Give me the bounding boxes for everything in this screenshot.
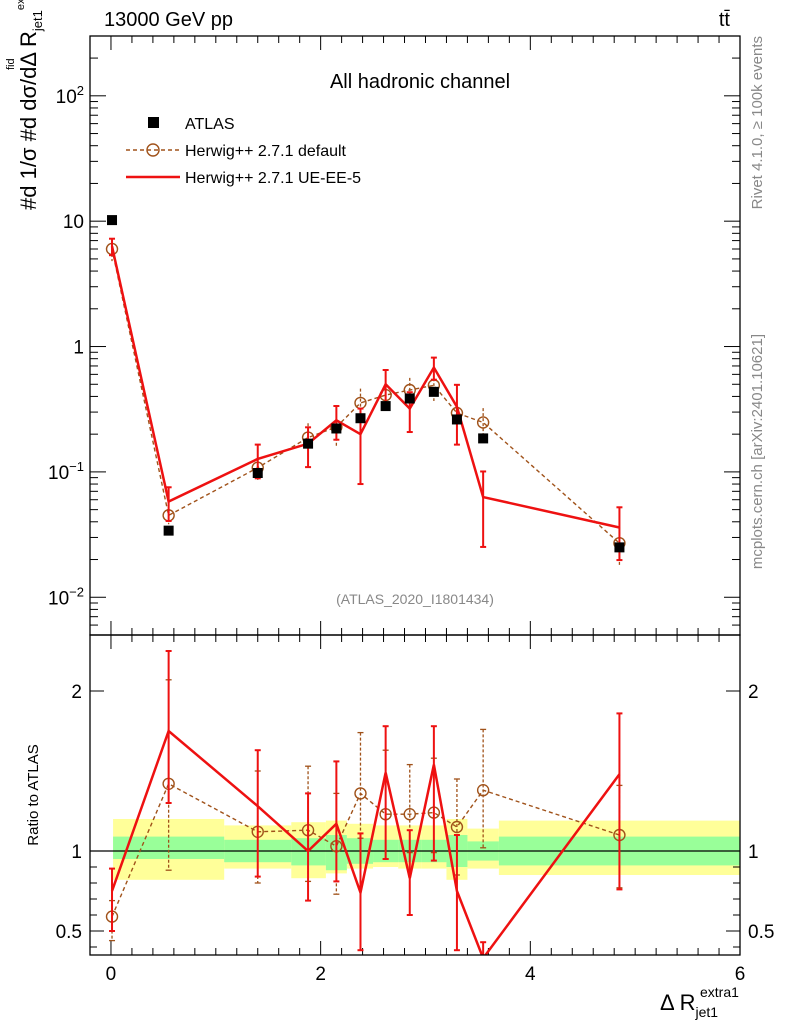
atlas-data-point [331,423,342,434]
herwig-default-point [476,416,490,429]
ratio-y-tick-label-right: 1 [748,842,759,863]
legend-default-marker [146,143,160,157]
x-tick-label: 0 [106,964,117,985]
process-label: tt̄ [719,9,731,31]
analysis-id: (ATLAS_2020_I1801434) [336,591,494,607]
source-label: mcplots.cern.ch [arXiv:2401.10621] [749,334,766,569]
legend-atlas-label: ATLAS [185,116,235,133]
y-tick-label: 1 [73,338,84,359]
atlas-data-point [163,525,174,536]
x-axis-label: Δ Rjet1 extra1 [660,984,739,1020]
y-tick-label: 102 [56,83,84,108]
ratio-y-tick-label: 0.5 [56,922,82,943]
ratio-y-tick-label: 2 [71,682,82,703]
ratio-default-point [403,808,416,821]
y-tick-label: 10−1 [48,459,84,484]
energy-label: 13000 GeV pp [104,9,233,31]
ratio-default-line [111,782,620,917]
ratio-y-tick-label-right: 0.5 [748,922,774,943]
x-tick-label: 4 [525,964,536,985]
rivet-label: Rivet 4.1.0, ≥ 100k events [749,36,766,209]
atlas-data-point [355,413,366,424]
atlas-data-point [451,414,462,425]
atlas-data-point [303,438,314,449]
atlas-data-point [478,433,489,444]
ratio-series-group [105,650,626,955]
y-axis-label-sigma-sup: fid [5,58,17,70]
ratio-axis-label: Ratio to ATLAS [25,744,42,845]
ratio-y-tick-label-right: 2 [748,682,759,703]
ratio-ueee5-line [110,728,621,955]
atlas-data-point [428,386,439,397]
y-axis-label-sub: jet1 [30,10,45,32]
ratio-default-point [450,820,464,834]
x-axis-label-text: Δ R [660,990,695,1015]
y-axis-label-sup: extra1 [15,0,27,10]
y-tick-label: 10 [63,212,84,233]
x-axis-label-sup: extra1 [700,984,739,1000]
ratio-panel-frame [89,634,741,956]
main-panel: 10−2 10−1 1 10 102 All hadronic channel (ATL… [5,0,741,636]
svg-text:Δ Rjet1: Δ Rjet1 [660,990,718,1020]
x-tick-label: 2 [315,964,326,985]
y-axis-label-text: #d 1/σ #d dσ/dΔ R [16,31,41,210]
atlas-data-point [380,401,391,412]
atlas-data-point [252,467,263,478]
legend: ATLAS Herwig++ 2.7.1 default Herwig++ 2.… [126,116,361,187]
atlas-data-point [107,215,118,226]
atlas-data-point [614,542,625,553]
y-tick-label: 10−2 [48,584,84,609]
x-tick-label: 6 [735,964,746,985]
legend-default-label: Herwig++ 2.7.1 default [185,143,347,160]
atlas-data-point [404,393,415,404]
chart-title: All hadronic channel [330,71,510,93]
ratio-panel: 0 2 4 60.5 0.51 12 2 Ratio to ATLAS Δ Rjet1 ex… [25,634,774,1020]
legend-atlas-marker [148,117,159,128]
ratio-default-point [476,784,490,797]
legend-ueee5-label: Herwig++ 2.7.1 UE-EE-5 [185,170,361,187]
x-axis-label-sub: jet1 [694,1004,718,1020]
ratio-y-tick-label: 1 [71,842,82,863]
ratio-default-point [354,787,367,800]
